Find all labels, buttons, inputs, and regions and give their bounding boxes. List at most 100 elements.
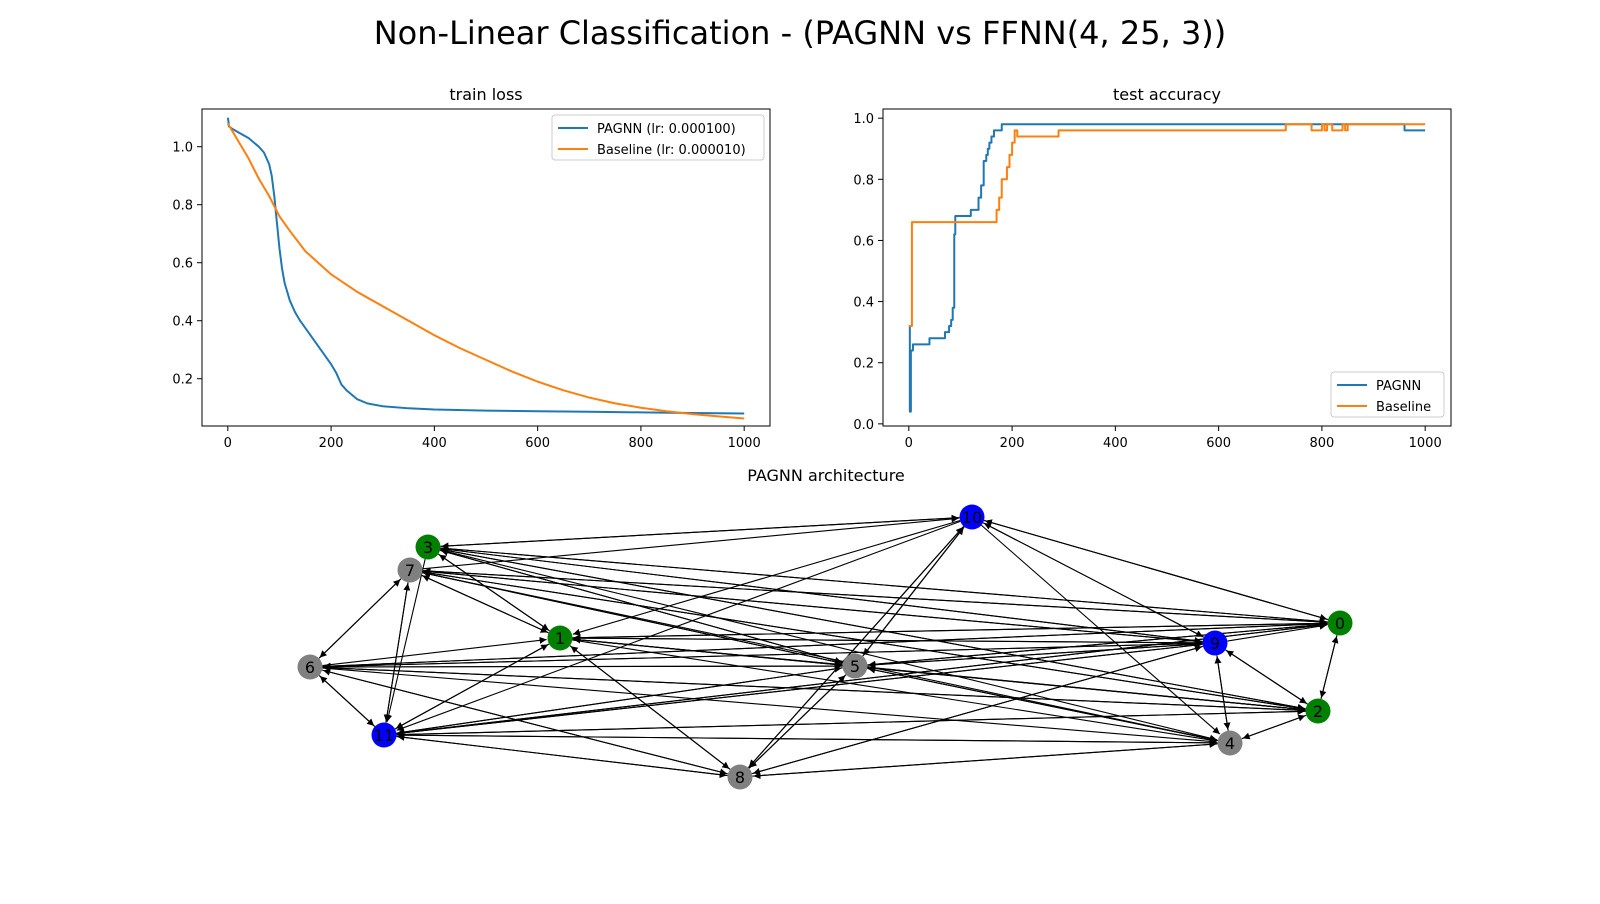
graph-edge-3-11 xyxy=(385,559,426,722)
train-loss-y-tick-label: 0.4 xyxy=(172,315,193,330)
graph-edge-0-3 xyxy=(441,545,1328,623)
graph-edge-6-7 xyxy=(318,579,401,659)
graph-node-11 xyxy=(371,722,397,748)
test-accuracy-y-tick-label: 0.8 xyxy=(853,173,874,188)
train-loss-legend-label: Baseline (lr: 0.000010) xyxy=(597,143,746,158)
graph-edge-8-6 xyxy=(322,668,729,775)
train-loss-y-tick-label: 0.8 xyxy=(172,199,193,214)
graph-node-label-1: 1 xyxy=(555,629,565,648)
test-accuracy-y-ticks: 0.0 0.2 0.4 0.6 0.8 1.0 xyxy=(853,112,883,433)
train-loss-x-ticks: 0 200 400 600 800 1000 xyxy=(224,426,761,451)
test-accuracy-x-ticks: 0 200 400 600 800 1000 xyxy=(905,426,1442,451)
train-loss-axes-frame xyxy=(201,108,771,427)
figure-title: Non-Linear Classification - (PAGNN vs FF… xyxy=(374,14,1227,52)
graph-edge-0-6 xyxy=(323,622,1328,670)
test-accuracy-y-tick-label: 0.6 xyxy=(853,234,874,249)
graph-node-label-4: 4 xyxy=(1225,734,1235,753)
graph-edge-9-11 xyxy=(397,643,1203,737)
graph-edge-10-4 xyxy=(981,524,1221,735)
graph-node-label-6: 6 xyxy=(305,658,315,677)
pagnn-architecture-graph: PAGNN architecture 0 1 2 3 4 5 6 7 8 9 10 11 xyxy=(297,466,1353,790)
graph-edge-9-7 xyxy=(423,568,1203,643)
graph-node-label-11: 11 xyxy=(374,726,394,745)
graph-node-label-0: 0 xyxy=(1335,614,1345,633)
graph-edge-10-0 xyxy=(983,519,1328,621)
graph-edge-10-9 xyxy=(982,522,1204,638)
graph-edge-2-4 xyxy=(1242,714,1307,740)
train-loss-chart: train loss 0 200 400 600 800 1000 0.20.40.60.… xyxy=(172,85,771,451)
train-loss-x-tick-label: 800 xyxy=(628,436,653,451)
train-loss-legend-label: PAGNN (lr: 0.000100) xyxy=(597,122,736,137)
graph-node-4 xyxy=(1217,730,1243,756)
graph-edge-8-1 xyxy=(570,645,731,770)
test-accuracy-legend-label: PAGNN xyxy=(1376,379,1421,394)
graph-node-label-3: 3 xyxy=(423,538,433,557)
train-loss-y-tick-label: 0.2 xyxy=(172,373,193,388)
test-accuracy-axes-frame xyxy=(882,108,1452,427)
graph-edge-8-11 xyxy=(397,733,728,777)
test-accuracy-legend-label: Baseline xyxy=(1376,400,1431,415)
graph-node-label-5: 5 xyxy=(850,657,860,676)
train-loss-x-tick-label: 600 xyxy=(525,436,550,451)
graph-edge-6-1 xyxy=(322,636,547,667)
graph-edge-9-5 xyxy=(868,643,1203,669)
test-accuracy-title: test accuracy xyxy=(1113,85,1221,104)
graph-edge-4-8 xyxy=(753,743,1218,780)
graph-nodes: 0 1 2 3 4 5 6 7 8 9 10 11 xyxy=(297,504,1353,790)
graph-node-label-10: 10 xyxy=(962,508,982,527)
train-loss-x-tick-label: 1000 xyxy=(728,436,761,451)
train-loss-x-tick-label: 0 xyxy=(224,436,232,451)
graph-edge-4-5 xyxy=(868,666,1218,742)
graph-node-10 xyxy=(959,504,985,530)
graph-node-0 xyxy=(1327,610,1353,636)
graph-edge-2-0 xyxy=(1320,635,1339,700)
train-loss-line-baseline xyxy=(226,122,745,420)
graph-edge-10-5 xyxy=(862,526,965,656)
graph-edge-10-3 xyxy=(441,517,960,550)
graph-edge-4-11 xyxy=(397,731,1218,744)
test-accuracy-y-tick-label: 0.4 xyxy=(853,296,874,311)
test-accuracy-chart: test accuracy 0 200 400 600 800 1000 0.00.20.… xyxy=(853,85,1452,451)
train-loss-line-pagnn xyxy=(226,117,745,415)
test-accuracy-x-tick-label: 200 xyxy=(1000,436,1025,451)
graph-edge-2-3 xyxy=(441,547,1306,710)
architecture-title: PAGNN architecture xyxy=(747,466,905,485)
graph-edge-5-3 xyxy=(440,549,844,664)
graph-edge-1-7 xyxy=(422,575,549,634)
graph-edge-1-11 xyxy=(395,643,550,729)
test-accuracy-line-pagnn xyxy=(908,123,1426,413)
graph-node-label-8: 8 xyxy=(735,768,745,787)
graph-node-3 xyxy=(415,534,441,560)
graph-edge-0-5 xyxy=(868,623,1328,668)
graph-node-1 xyxy=(547,625,573,651)
train-loss-x-tick-label: 200 xyxy=(319,436,344,451)
graph-node-2 xyxy=(1305,698,1331,724)
graph-node-7 xyxy=(397,557,423,583)
graph-edge-2-11 xyxy=(397,710,1306,738)
graph-edge-2-5 xyxy=(868,664,1306,711)
graph-edge-2-6 xyxy=(323,664,1306,711)
graph-edge-11-7 xyxy=(385,583,411,723)
graph-edge-9-0 xyxy=(1227,622,1327,642)
graph-edge-8-5 xyxy=(748,674,846,769)
graph-edges xyxy=(318,514,1339,780)
graph-node-label-9: 9 xyxy=(1210,634,1220,653)
train-loss-y-ticks: 0.2 0.4 0.6 0.8 1.0 xyxy=(172,141,202,388)
test-accuracy-legend: PAGNN Baseline xyxy=(1330,371,1445,418)
test-accuracy-x-tick-label: 400 xyxy=(1103,436,1128,451)
test-accuracy-y-tick-label: 0.0 xyxy=(853,418,874,433)
test-accuracy-x-tick-label: 600 xyxy=(1206,436,1231,451)
train-loss-x-tick-label: 400 xyxy=(422,436,447,451)
graph-edge-5-6 xyxy=(323,663,843,671)
graph-edge-4-7 xyxy=(423,570,1218,741)
train-loss-legend: PAGNN (lr: 0.000100) Baseline (lr: 0.0000… xyxy=(551,114,765,161)
graph-edge-2-9 xyxy=(1225,649,1308,705)
graph-edge-0-7 xyxy=(423,567,1328,623)
graph-node-label-2: 2 xyxy=(1313,702,1323,721)
test-accuracy-y-tick-label: 0.2 xyxy=(853,357,874,372)
graph-node-label-7: 7 xyxy=(405,561,415,580)
graph-edge-11-6 xyxy=(319,675,376,727)
train-loss-y-tick-label: 0.6 xyxy=(172,257,193,272)
graph-edge-5-11 xyxy=(397,667,843,736)
